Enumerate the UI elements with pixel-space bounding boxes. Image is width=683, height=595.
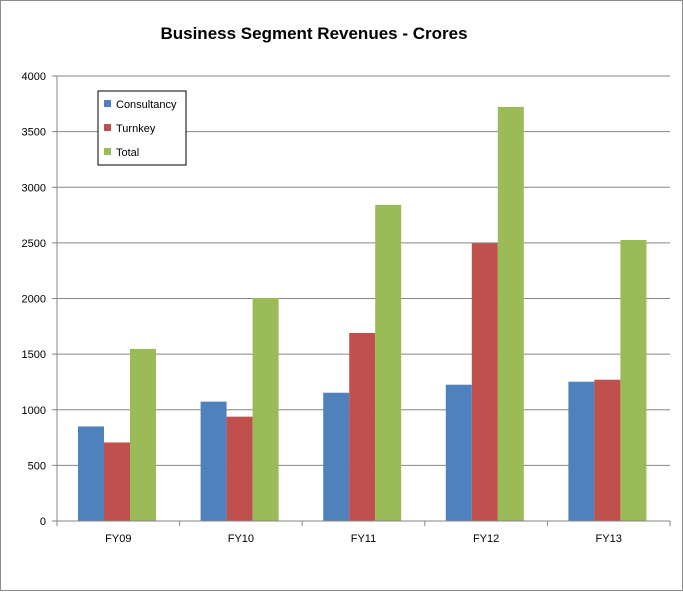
bar-consultancy-fy12 xyxy=(445,384,472,521)
legend: Consultancy Turnkey Total xyxy=(97,90,187,166)
bar-consultancy-fy10 xyxy=(200,401,227,521)
y-tick-label: 4000 xyxy=(22,71,46,83)
bar-consultancy-fy09 xyxy=(78,426,104,521)
bar-turnkey-fy12 xyxy=(471,243,498,522)
bar-turnkey-fy09 xyxy=(104,442,130,521)
bar-total-fy13 xyxy=(620,239,647,522)
legend-swatch-consultancy xyxy=(104,100,111,107)
bar-total-fy11 xyxy=(375,204,402,521)
legend-label-consultancy: Consultancy xyxy=(116,99,177,111)
legend-swatch-turnkey xyxy=(104,124,111,131)
legend-swatch-total xyxy=(104,148,111,155)
chart-title: Business Segment Revenues - Crores xyxy=(160,24,467,43)
y-tick-label: 1000 xyxy=(22,405,46,417)
y-tick-label: 1500 xyxy=(22,349,46,361)
y-tick-label: 3000 xyxy=(22,182,46,194)
x-tick-label: FY09 xyxy=(105,533,131,545)
y-tick-label: 2500 xyxy=(22,238,46,250)
y-tick-label: 3500 xyxy=(22,127,46,139)
bar-consultancy-fy13 xyxy=(568,381,595,521)
bar-turnkey-fy10 xyxy=(226,416,253,521)
bar-total-fy09 xyxy=(130,348,156,521)
bar-total-fy10 xyxy=(252,297,279,521)
y-tick-label: 500 xyxy=(28,460,46,472)
x-tick-label: FY12 xyxy=(473,533,499,545)
legend-label-turnkey: Turnkey xyxy=(116,123,156,135)
x-tick-label: FY13 xyxy=(596,533,622,545)
x-tick-label: FY11 xyxy=(351,533,376,545)
legend-box xyxy=(97,90,187,166)
legend-label-total: Total xyxy=(116,147,139,159)
y-tick-label: 2000 xyxy=(22,294,46,306)
bar-turnkey-fy11 xyxy=(349,332,376,521)
bar-consultancy-fy11 xyxy=(323,392,350,521)
bar-total-fy12 xyxy=(497,106,524,522)
y-tick-label: 0 xyxy=(40,516,46,528)
bar-turnkey-fy13 xyxy=(594,379,621,521)
x-tick-label: FY10 xyxy=(228,533,254,545)
